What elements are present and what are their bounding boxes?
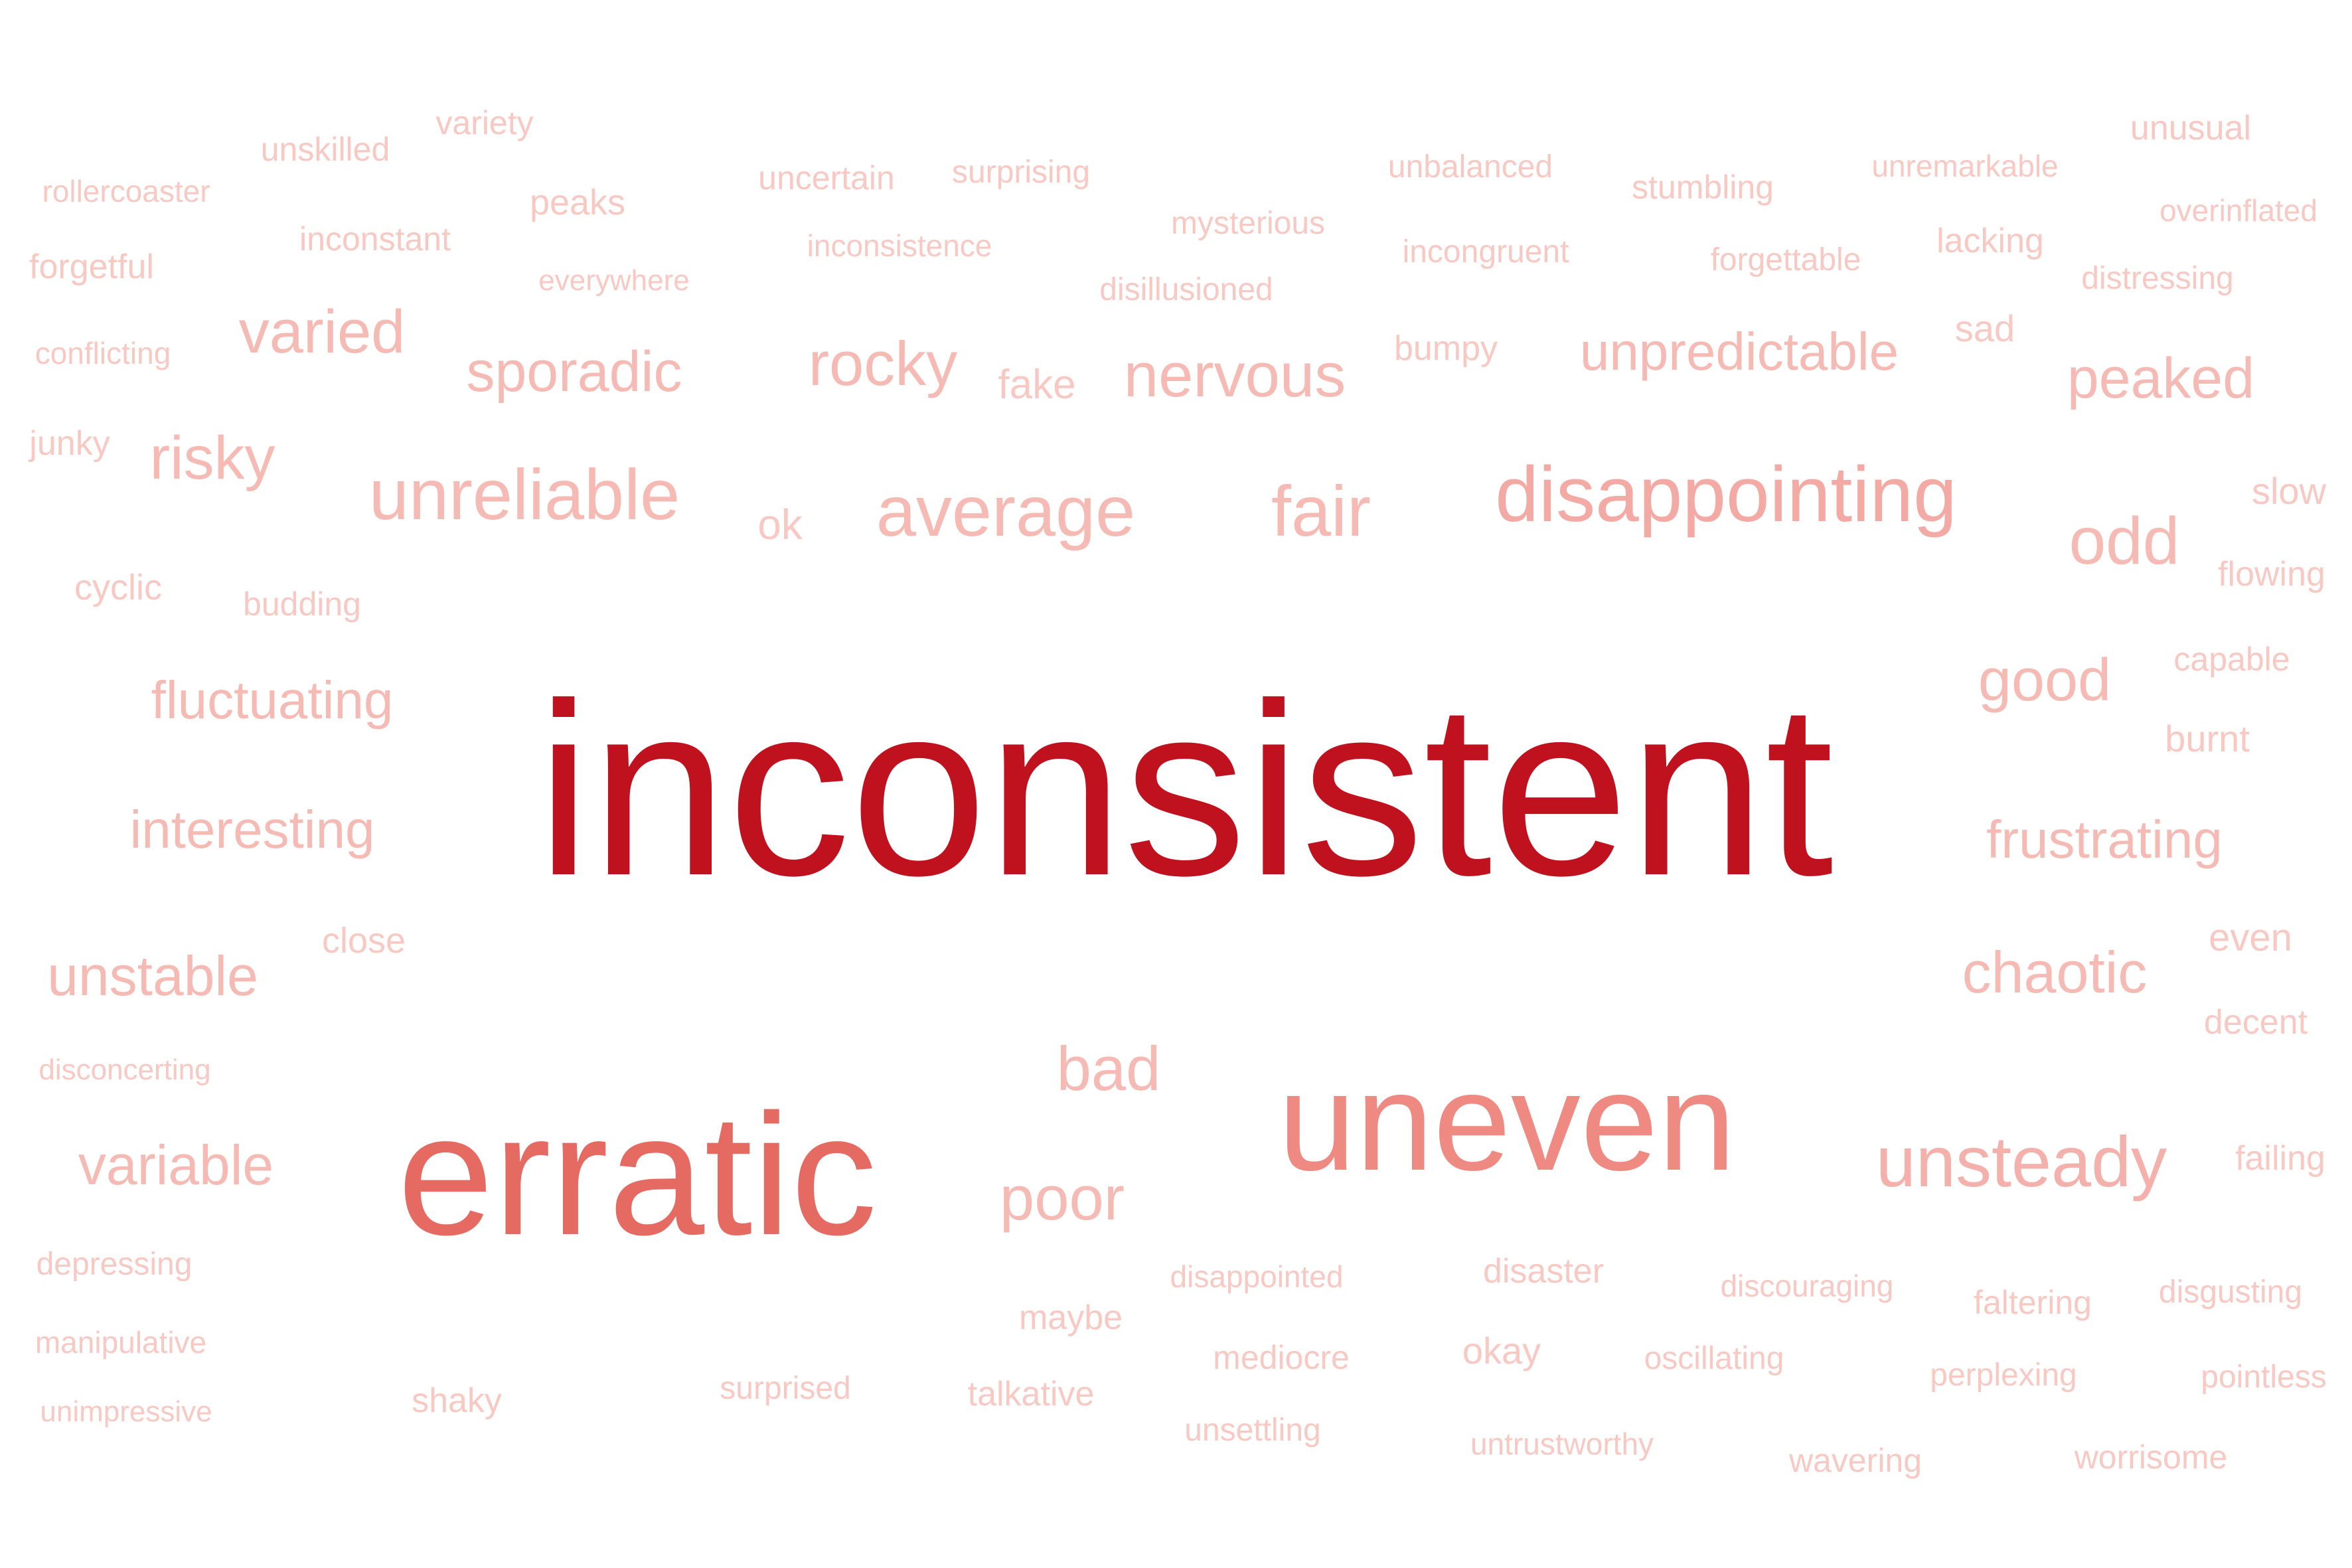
word-erratic: erratic bbox=[397, 1079, 878, 1271]
word-capable: capable bbox=[2173, 641, 2290, 678]
word-frustrating: frustrating bbox=[1986, 810, 2223, 869]
word-average: average bbox=[876, 471, 1136, 551]
word-unusual: unusual bbox=[2130, 109, 2252, 147]
word-bumpy: bumpy bbox=[1393, 329, 1498, 368]
word-unsettling: unsettling bbox=[1184, 1413, 1321, 1448]
word-unpredictable: unpredictable bbox=[1579, 322, 1899, 381]
word-inconstant: inconstant bbox=[299, 220, 451, 258]
word-peaked: peaked bbox=[2067, 347, 2255, 410]
word-ok: ok bbox=[757, 501, 803, 548]
word-inconsistent: inconsistent bbox=[536, 653, 1834, 927]
word-uncertain: uncertain bbox=[758, 159, 895, 196]
word-cyclic: cyclic bbox=[74, 568, 162, 607]
word-surprising: surprising bbox=[951, 155, 1091, 190]
word-slow: slow bbox=[2251, 470, 2327, 512]
word-burnt: burnt bbox=[2165, 718, 2250, 759]
word-everywhere: everywhere bbox=[538, 264, 690, 297]
word-inconsistence: inconsistence bbox=[807, 228, 992, 263]
word-shaky: shaky bbox=[412, 1381, 502, 1420]
word-maybe: maybe bbox=[1018, 1298, 1123, 1337]
word-variable: variable bbox=[78, 1134, 274, 1196]
word-unreliable: unreliable bbox=[368, 454, 680, 534]
word-even: even bbox=[2209, 916, 2292, 959]
word-fair: fair bbox=[1271, 471, 1372, 551]
word-sporadic: sporadic bbox=[466, 340, 682, 404]
word-rocky: rocky bbox=[808, 329, 958, 398]
word-untrustworthy: untrustworthy bbox=[1470, 1427, 1654, 1461]
word-budding: budding bbox=[243, 586, 361, 623]
word-wavering: wavering bbox=[1788, 1442, 1922, 1479]
word-unskilled: unskilled bbox=[260, 131, 390, 168]
word-varied: varied bbox=[238, 298, 406, 366]
word-bad: bad bbox=[1056, 1034, 1161, 1103]
word-disaster: disaster bbox=[1482, 1252, 1605, 1291]
word-faltering: faltering bbox=[1974, 1284, 2092, 1321]
word-rollercoaster: rollercoaster bbox=[42, 174, 210, 208]
word-surprised: surprised bbox=[720, 1371, 851, 1406]
word-unstable: unstable bbox=[47, 945, 258, 1007]
word-variety: variety bbox=[435, 104, 534, 141]
word-unremarkable: unremarkable bbox=[1871, 149, 2059, 183]
word-perplexing: perplexing bbox=[1930, 1358, 2077, 1393]
word-close: close bbox=[321, 921, 406, 961]
word-disappointed: disappointed bbox=[1170, 1259, 1344, 1294]
word-talkative: talkative bbox=[967, 1375, 1095, 1413]
word-lacking: lacking bbox=[1936, 222, 2044, 260]
word-unbalanced: unbalanced bbox=[1387, 149, 1553, 185]
word-good: good bbox=[1978, 647, 2112, 714]
word-unsteady: unsteady bbox=[1875, 1121, 2167, 1202]
word-worrisome: worrisome bbox=[2074, 1439, 2228, 1476]
word-chaotic: chaotic bbox=[1962, 939, 2148, 1005]
word-incongruent: incongruent bbox=[1402, 234, 1569, 270]
word-fake: fake bbox=[998, 362, 1076, 408]
word-oscillating: oscillating bbox=[1644, 1341, 1784, 1376]
word-odd: odd bbox=[2069, 504, 2180, 578]
word-forgettable: forgettable bbox=[1710, 242, 1861, 277]
word-overinflated: overinflated bbox=[2159, 193, 2317, 228]
word-peaks: peaks bbox=[529, 183, 626, 222]
word-unimpressive: unimpressive bbox=[40, 1395, 212, 1428]
word-discouraging: discouraging bbox=[1720, 1269, 1894, 1303]
word-disillusioned: disillusioned bbox=[1099, 272, 1273, 307]
word-pointless: pointless bbox=[2201, 1360, 2327, 1395]
word-failing: failing bbox=[2235, 1139, 2325, 1178]
word-interesting: interesting bbox=[129, 800, 375, 859]
word-poor: poor bbox=[999, 1163, 1125, 1233]
word-disappointing: disappointing bbox=[1495, 451, 1957, 538]
word-forgetful: forgetful bbox=[29, 248, 154, 286]
word-disgusting: disgusting bbox=[2158, 1275, 2303, 1310]
word-uneven: uneven bbox=[1278, 1044, 1736, 1200]
word-stumbling: stumbling bbox=[1632, 169, 1774, 206]
word-nervous: nervous bbox=[1123, 340, 1346, 410]
word-mediocre: mediocre bbox=[1213, 1339, 1350, 1376]
word-flowing: flowing bbox=[2218, 555, 2325, 593]
word-manipulative: manipulative bbox=[35, 1325, 207, 1360]
word-mysterious: mysterious bbox=[1170, 206, 1326, 241]
word-okay: okay bbox=[1462, 1330, 1541, 1372]
word-fluctuating: fluctuating bbox=[151, 670, 394, 730]
word-depressing: depressing bbox=[36, 1247, 193, 1282]
word-junky: junky bbox=[29, 424, 110, 463]
word-disconcerting: disconcerting bbox=[39, 1054, 211, 1086]
word-decent: decent bbox=[2203, 1003, 2308, 1042]
word-conflicting: conflicting bbox=[35, 336, 171, 370]
word-risky: risky bbox=[149, 424, 275, 492]
word-sad: sad bbox=[1954, 307, 2015, 349]
word-distressing: distressing bbox=[2081, 261, 2234, 296]
